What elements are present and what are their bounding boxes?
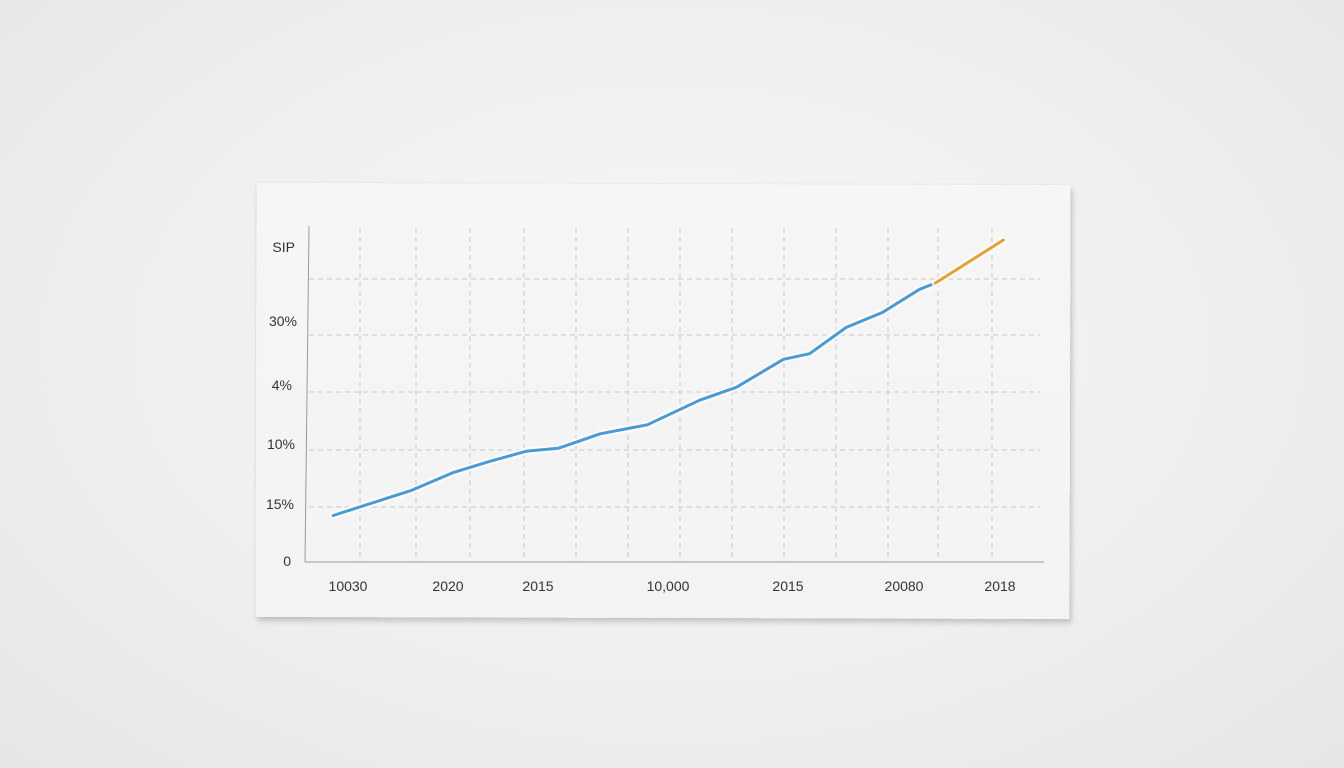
x-tick-label: 10,000 xyxy=(647,578,690,594)
data-series xyxy=(329,236,1007,519)
y-tick-label: 4% xyxy=(272,377,292,393)
x-tick-labels: 10030 2020 2015 10,000 2015 20080 2018 xyxy=(329,578,1016,594)
y-tick-label: 30% xyxy=(269,313,297,329)
series-line-1 xyxy=(933,238,1005,285)
series-line-0 xyxy=(331,281,937,517)
y-tick-label: SIP xyxy=(272,239,295,255)
x-tick-label: 10030 xyxy=(329,578,368,594)
axes xyxy=(304,225,1044,563)
y-axis-line xyxy=(304,225,310,563)
x-tick-label: 2015 xyxy=(772,578,803,594)
y-tick-label: 15% xyxy=(266,496,294,512)
x-tick-label: 2018 xyxy=(984,578,1015,594)
x-tick-label: 20080 xyxy=(885,578,924,594)
y-tick-label: 10% xyxy=(267,436,295,452)
y-tick-labels: SIP 30% 4% 10% 15% 0 xyxy=(266,239,297,569)
y-tick-label: 0 xyxy=(283,553,291,569)
x-tick-label: 2020 xyxy=(432,578,463,594)
series-line-shadow xyxy=(329,279,939,519)
grid-lines xyxy=(309,228,1040,562)
x-tick-label: 2015 xyxy=(522,578,553,594)
